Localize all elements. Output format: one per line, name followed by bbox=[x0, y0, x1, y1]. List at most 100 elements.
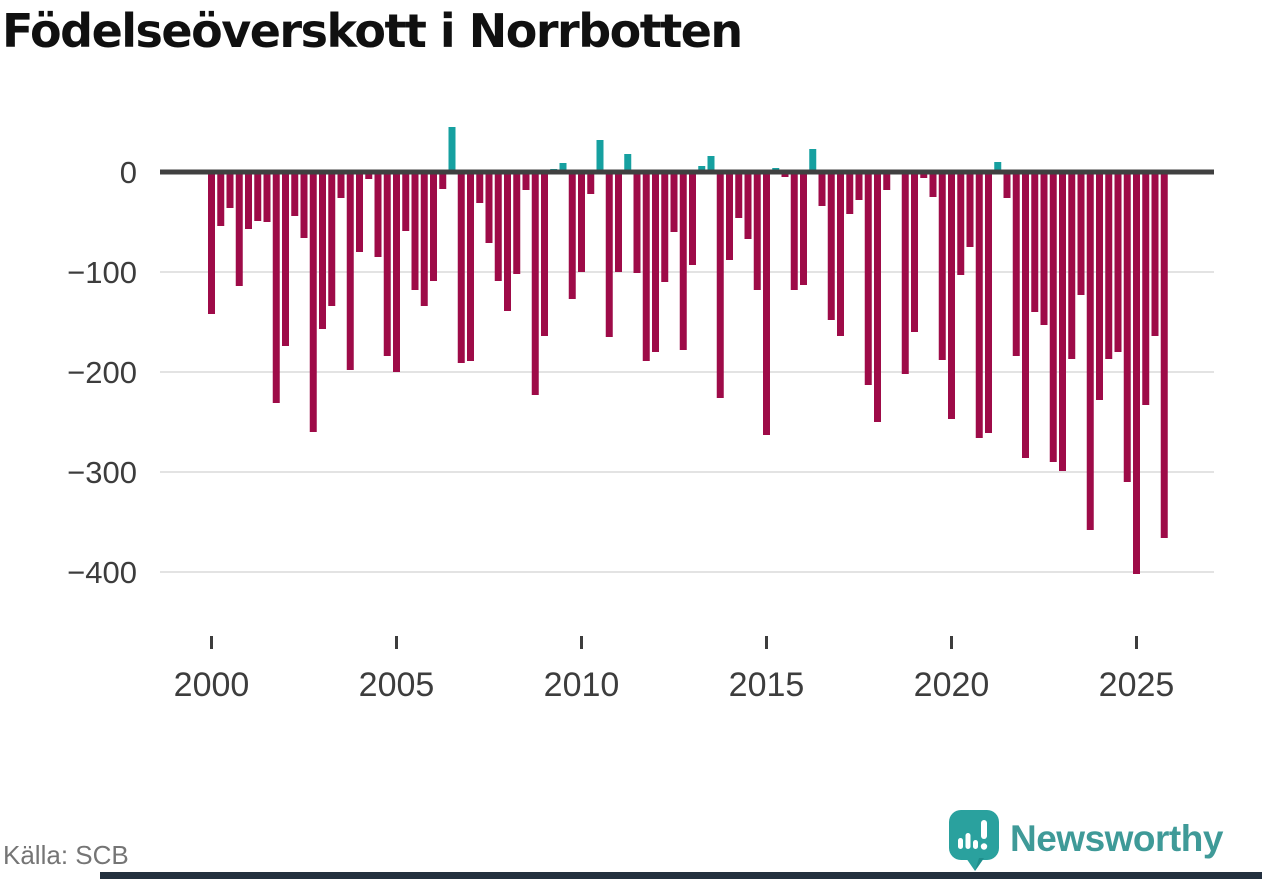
bar-2000-q3 bbox=[226, 172, 234, 208]
bar-2007-q4 bbox=[494, 172, 502, 281]
bar-2017-q2 bbox=[846, 172, 854, 214]
bar-2024-q4 bbox=[1123, 172, 1131, 482]
newsworthy-logo: Newsworthy bbox=[946, 808, 1258, 872]
bar-2019-q4 bbox=[938, 172, 946, 360]
bar-2021-q1 bbox=[985, 172, 992, 433]
bar-2008-q2 bbox=[513, 172, 521, 274]
bar-2019-q1 bbox=[911, 172, 918, 332]
bar-2003-q1 bbox=[319, 172, 326, 329]
bar-2017-q1 bbox=[837, 172, 844, 336]
bar-2023-q1 bbox=[1059, 172, 1066, 471]
bar-2011-q1 bbox=[615, 172, 622, 272]
bar-2001-q1 bbox=[245, 172, 252, 229]
bar-2009-q4 bbox=[568, 172, 576, 299]
bar-2021-q4 bbox=[1012, 172, 1020, 356]
bar-2007-q1 bbox=[467, 172, 474, 361]
bar-2022-q1 bbox=[1022, 172, 1029, 458]
bar-2025-q3 bbox=[1151, 172, 1159, 336]
bar-2024-q1 bbox=[1096, 172, 1103, 400]
birth-surplus-bar-chart: 0 −100 −200 −300 −400 2000 2005 2010 2015 2020 202… bbox=[67, 127, 1214, 704]
bar-2016-q4 bbox=[827, 172, 835, 320]
bar-2010-q4 bbox=[605, 172, 613, 337]
bar-2000-q4 bbox=[235, 172, 243, 286]
bar-2023-q3 bbox=[1077, 172, 1085, 295]
bar-2003-q4 bbox=[346, 172, 354, 370]
x-tick-label: 2020 bbox=[914, 666, 990, 704]
bar-2002-q4 bbox=[309, 172, 317, 432]
bar-2008-q3 bbox=[522, 172, 530, 190]
bar-2015-q4 bbox=[790, 172, 798, 290]
bar-2004-q4 bbox=[383, 172, 391, 356]
bar-2001-q2 bbox=[254, 172, 262, 221]
bar-2025-q4 bbox=[1160, 172, 1168, 538]
bar-2024-q2 bbox=[1105, 172, 1113, 359]
bar-2001-q3 bbox=[263, 172, 271, 222]
zero-axis-line bbox=[160, 169, 1214, 175]
bar-2014-q1 bbox=[726, 172, 733, 260]
bar-2016-q1 bbox=[800, 172, 807, 285]
y-tick-label: −100 bbox=[67, 255, 137, 290]
bar-2006-q3 bbox=[448, 127, 456, 172]
bar-2006-q2 bbox=[439, 172, 447, 189]
bar-2004-q3 bbox=[374, 172, 382, 257]
x-tick-label: 2025 bbox=[1099, 666, 1175, 704]
bar-2011-q3 bbox=[633, 172, 641, 273]
bar-2005-q2 bbox=[402, 172, 410, 231]
bar-2003-q2 bbox=[328, 172, 336, 306]
bar-2022-q4 bbox=[1049, 172, 1057, 462]
bar-2022-q3 bbox=[1040, 172, 1048, 325]
bar-2020-q4 bbox=[975, 172, 983, 438]
x-tick-label: 2000 bbox=[174, 666, 250, 704]
bar-2024-q3 bbox=[1114, 172, 1122, 352]
x-tick-label: 2005 bbox=[359, 666, 435, 704]
bar-2010-q2 bbox=[587, 172, 595, 194]
bar-2002-q2 bbox=[291, 172, 299, 216]
bar-2010-q1 bbox=[578, 172, 585, 272]
brand-name: Newsworthy bbox=[1010, 818, 1223, 859]
bar-2023-q4 bbox=[1086, 172, 1094, 530]
y-tick-label: −400 bbox=[67, 555, 137, 590]
bar-2006-q4 bbox=[457, 172, 465, 363]
bar-2007-q3 bbox=[485, 172, 493, 243]
bar-2005-q1 bbox=[393, 172, 400, 372]
newsworthy-bubble-icon bbox=[949, 810, 999, 871]
bar-2002-q1 bbox=[282, 172, 289, 346]
bar-2012-q4 bbox=[679, 172, 687, 350]
bar-2004-q1 bbox=[356, 172, 363, 252]
bar-2007-q2 bbox=[476, 172, 484, 203]
bar-2009-q1 bbox=[541, 172, 548, 336]
bar-2004-q2 bbox=[365, 172, 373, 179]
bar-2003-q3 bbox=[337, 172, 345, 198]
bar-2012-q3 bbox=[670, 172, 678, 232]
bar-2011-q4 bbox=[642, 172, 650, 361]
bar-2012-q1 bbox=[652, 172, 659, 352]
bar-2020-q1 bbox=[948, 172, 955, 419]
bar-2013-q4 bbox=[716, 172, 724, 398]
bar-2016-q2 bbox=[809, 149, 817, 172]
bar-2010-q3 bbox=[596, 140, 604, 172]
bar-2015-q1 bbox=[763, 172, 770, 435]
bar-2009-q3 bbox=[559, 163, 567, 172]
bar-2002-q3 bbox=[300, 172, 308, 238]
bar-2017-q3 bbox=[855, 172, 863, 200]
bar-2019-q2 bbox=[920, 172, 928, 178]
bar-2023-q2 bbox=[1068, 172, 1076, 359]
bar-2018-q2 bbox=[883, 172, 891, 190]
bar-2017-q4 bbox=[864, 172, 872, 385]
bar-2012-q2 bbox=[661, 172, 669, 282]
y-tick-label: −300 bbox=[67, 455, 137, 490]
bar-2014-q2 bbox=[735, 172, 743, 218]
bar-2016-q3 bbox=[818, 172, 826, 206]
page-title: Födelseöverskott i Norrbotten bbox=[2, 4, 743, 58]
source-label: Källa: SCB bbox=[3, 840, 129, 870]
footer-accent-bar bbox=[100, 872, 1262, 879]
bar-2022-q2 bbox=[1031, 172, 1039, 312]
bar-2013-q2 bbox=[698, 166, 706, 172]
bar-2025-q2 bbox=[1142, 172, 1150, 405]
bar-2025-q1 bbox=[1133, 172, 1140, 574]
bar-2001-q4 bbox=[272, 172, 280, 403]
bar-2005-q3 bbox=[411, 172, 419, 290]
y-tick-label: −200 bbox=[67, 355, 137, 390]
bar-2000-q1 bbox=[208, 172, 215, 314]
